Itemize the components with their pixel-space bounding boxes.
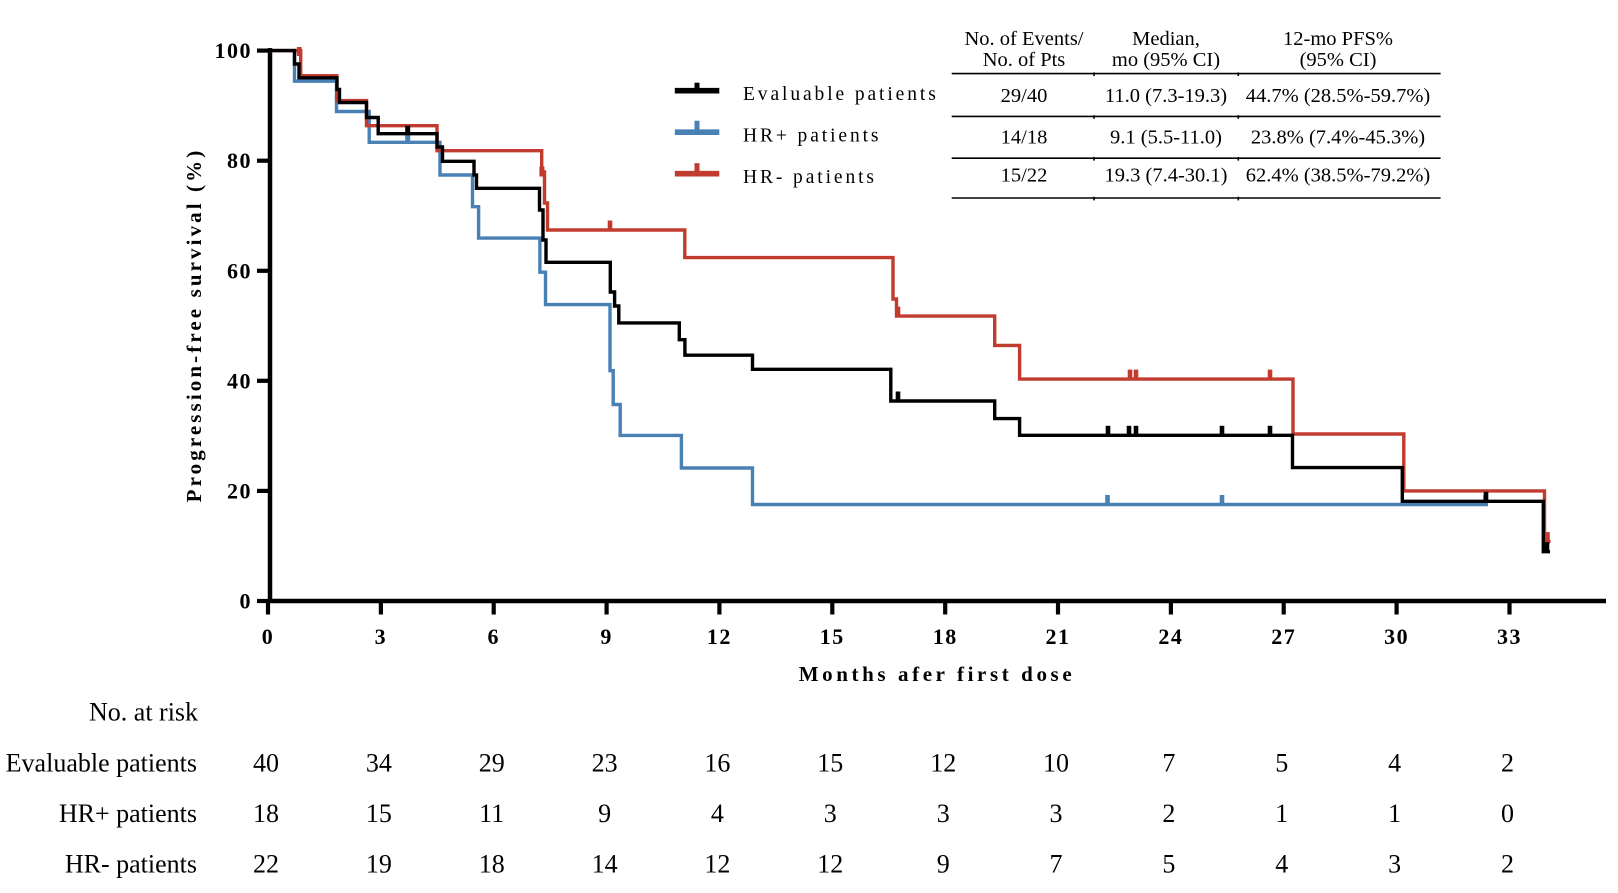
svg-text:19: 19	[366, 850, 392, 879]
svg-text:HR+ patients: HR+ patients	[59, 799, 197, 828]
svg-text:60: 60	[227, 258, 252, 283]
svg-text:Progression-free survival (%): Progression-free survival (%)	[182, 148, 206, 503]
svg-text:3: 3	[1388, 850, 1401, 879]
svg-text:5: 5	[1275, 748, 1288, 777]
svg-text:40: 40	[253, 748, 279, 777]
svg-text:23.8% (7.4%-45.3%): 23.8% (7.4%-45.3%)	[1251, 127, 1425, 149]
svg-text:7: 7	[1050, 850, 1063, 879]
svg-text:18: 18	[253, 799, 279, 828]
svg-text:Median,: Median,	[1132, 28, 1200, 50]
svg-text:15/22: 15/22	[1001, 164, 1048, 186]
svg-text:0: 0	[262, 624, 275, 649]
svg-text:100: 100	[215, 38, 253, 63]
svg-text:21: 21	[1046, 624, 1071, 649]
svg-text:15: 15	[817, 748, 843, 777]
svg-text:9.1 (5.5-11.0): 9.1 (5.5-11.0)	[1110, 127, 1222, 149]
svg-text:16: 16	[704, 748, 730, 777]
svg-text:15: 15	[366, 799, 392, 828]
svg-text:34: 34	[366, 748, 392, 777]
svg-text:1: 1	[1275, 799, 1288, 828]
svg-text:3: 3	[937, 799, 950, 828]
svg-text:No. at risk: No. at risk	[89, 698, 198, 727]
svg-text:mo (95% CI): mo (95% CI)	[1112, 49, 1220, 71]
svg-text:33: 33	[1497, 624, 1522, 649]
svg-text:9: 9	[600, 624, 613, 649]
svg-text:80: 80	[227, 148, 252, 173]
svg-text:No. of Events/: No. of Events/	[965, 28, 1084, 50]
svg-text:14: 14	[592, 850, 618, 879]
svg-text:18: 18	[933, 624, 958, 649]
svg-text:12: 12	[930, 748, 956, 777]
svg-text:22: 22	[253, 850, 279, 879]
svg-text:0: 0	[240, 589, 253, 614]
svg-text:23: 23	[592, 748, 618, 777]
svg-text:40: 40	[227, 368, 252, 393]
svg-text:27: 27	[1271, 624, 1296, 649]
svg-text:3: 3	[1050, 799, 1063, 828]
svg-text:12-mo PFS%: 12-mo PFS%	[1283, 28, 1393, 50]
svg-text:2: 2	[1162, 799, 1175, 828]
svg-text:1: 1	[1388, 799, 1401, 828]
svg-text:HR+ patients: HR+ patients	[743, 126, 881, 147]
svg-text:20: 20	[227, 478, 252, 503]
svg-text:7: 7	[1162, 748, 1175, 777]
svg-text:3: 3	[375, 624, 388, 649]
svg-text:Evaluable patients: Evaluable patients	[743, 84, 939, 105]
svg-text:44.7% (28.5%-59.7%): 44.7% (28.5%-59.7%)	[1246, 85, 1430, 107]
svg-text:Evaluable patients: Evaluable patients	[6, 748, 197, 777]
svg-text:HR- patients: HR- patients	[743, 167, 877, 188]
svg-text:10: 10	[1043, 748, 1069, 777]
svg-text:6: 6	[487, 624, 500, 649]
svg-text:29: 29	[479, 748, 505, 777]
svg-text:HR- patients: HR- patients	[65, 850, 197, 879]
svg-text:18: 18	[479, 850, 505, 879]
svg-text:24: 24	[1158, 624, 1183, 649]
svg-text:Months afer first dose: Months afer first dose	[799, 662, 1076, 686]
svg-text:11.0 (7.3-19.3): 11.0 (7.3-19.3)	[1105, 85, 1227, 107]
svg-text:3: 3	[824, 799, 837, 828]
svg-text:15: 15	[820, 624, 845, 649]
svg-text:2: 2	[1501, 748, 1514, 777]
svg-text:4: 4	[711, 799, 724, 828]
svg-text:62.4% (38.5%-79.2%): 62.4% (38.5%-79.2%)	[1246, 164, 1430, 186]
svg-text:19.3 (7.4-30.1): 19.3 (7.4-30.1)	[1105, 164, 1228, 186]
svg-text:4: 4	[1388, 748, 1401, 777]
svg-text:29/40: 29/40	[1001, 85, 1048, 107]
svg-text:2: 2	[1501, 850, 1514, 879]
svg-text:12: 12	[704, 850, 730, 879]
svg-text:4: 4	[1275, 850, 1288, 879]
svg-text:12: 12	[707, 624, 732, 649]
svg-text:(95% CI): (95% CI)	[1300, 49, 1377, 71]
svg-text:9: 9	[937, 850, 950, 879]
svg-text:9: 9	[598, 799, 611, 828]
svg-text:11: 11	[479, 799, 504, 828]
svg-text:0: 0	[1501, 799, 1514, 828]
svg-text:5: 5	[1162, 850, 1175, 879]
svg-text:12: 12	[817, 850, 843, 879]
svg-text:No. of Pts: No. of Pts	[983, 49, 1066, 71]
svg-text:30: 30	[1384, 624, 1409, 649]
svg-text:14/18: 14/18	[1001, 127, 1048, 149]
